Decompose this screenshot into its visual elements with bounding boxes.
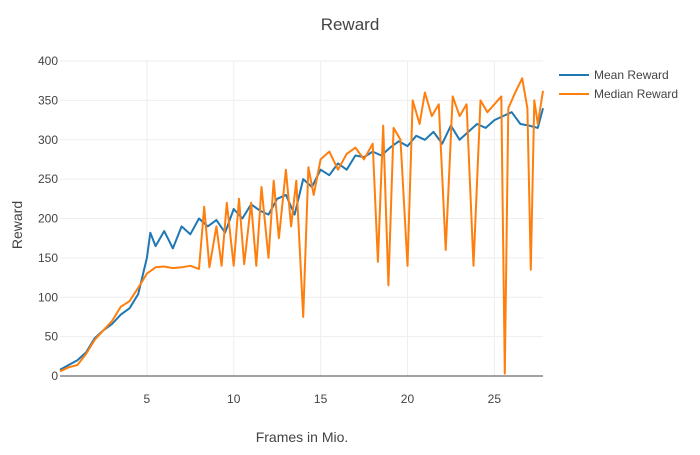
y-tick-label: 50 xyxy=(45,330,59,344)
y-tick-label: 150 xyxy=(38,251,58,265)
y-tick-label: 0 xyxy=(51,369,58,383)
x-axis-label: Frames in Mio. xyxy=(256,429,349,445)
series-layer xyxy=(59,77,544,375)
x-tick-label: 5 xyxy=(144,392,151,406)
legend-label: Mean Reward xyxy=(594,68,669,82)
x-tick-label: 10 xyxy=(227,392,241,406)
series-line-median-reward xyxy=(59,77,544,375)
legend-label: Median Reward xyxy=(594,87,678,101)
y-axis-label: Reward xyxy=(9,201,25,249)
y-tick-label: 200 xyxy=(38,212,58,226)
x-tick-label: 20 xyxy=(401,392,415,406)
y-tick-label: 300 xyxy=(38,133,58,147)
chart-title: Reward xyxy=(321,15,380,34)
grid-layer xyxy=(60,60,543,376)
y-tick-label: 350 xyxy=(38,93,58,107)
y-tick-label: 250 xyxy=(38,172,58,186)
series-line-mean-reward xyxy=(59,108,544,371)
y-tick-label: 100 xyxy=(38,290,58,304)
x-tick-label: 15 xyxy=(314,392,328,406)
legend: Mean Reward Median Reward xyxy=(559,68,678,101)
axis-layer: 0 50 100 150 200 250 300 350 400 5 10 15 20 25 xyxy=(38,54,543,406)
y-tick-label: 400 xyxy=(38,54,58,68)
x-tick-label: 25 xyxy=(488,392,502,406)
